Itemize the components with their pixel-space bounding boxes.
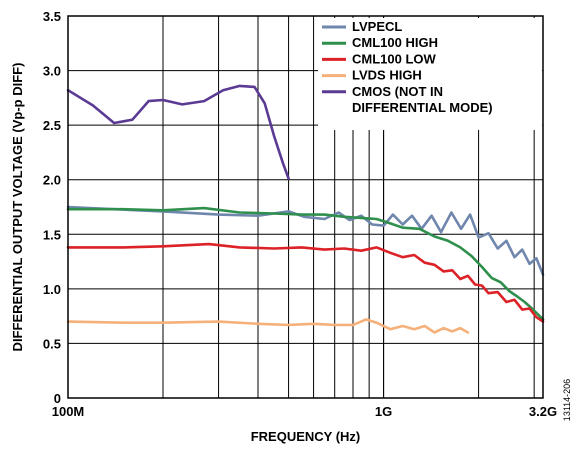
x-axis-title: FREQUENCY (Hz)	[251, 429, 361, 444]
x-tick-label: 100M	[52, 404, 85, 419]
y-tick-label: 3.0	[43, 64, 61, 79]
plot-frame	[67, 15, 544, 399]
x-tick-label: 1G	[375, 404, 392, 419]
y-tick-label: 0.5	[43, 336, 61, 351]
y-tick-label: 1.0	[43, 282, 61, 297]
y-tick-label: 3.5	[43, 9, 61, 24]
series-layer	[66, 84, 545, 334]
y-tick-label: 1.5	[43, 227, 61, 242]
legend-background	[318, 18, 542, 130]
x-tick-labels: 100M 1G 3.2G	[52, 404, 557, 419]
legend-label-4: LVDS HIGH	[352, 68, 422, 83]
legend-label-5: DIFFERENTIAL MODE)	[352, 100, 493, 115]
series-line-4	[66, 318, 470, 334]
y-axis-title: DIFFERENTIAL OUTPUT VOLTAGE (Vp-p DIFF)	[10, 63, 25, 352]
series-line-5	[66, 84, 290, 180]
legend-label-1: LVPECL	[352, 19, 402, 34]
y-tick-labels: 0 0.5 1.0 1.5 2.0 2.5 3.0 3.5	[43, 9, 61, 406]
legend-label-2: CML100 HIGH	[352, 35, 438, 50]
series-line-3	[66, 242, 545, 323]
figure-id-label: 13114-206	[562, 379, 572, 421]
series-line-2	[66, 206, 545, 321]
legend-label-5: CMOS (NOT IN	[352, 84, 443, 99]
legend-label-3: CML100 LOW	[352, 51, 437, 66]
series-line-1	[66, 205, 545, 276]
y-tick-label: 2.0	[43, 173, 61, 188]
y-tick-label: 2.5	[43, 118, 61, 133]
x-tick-label: 3.2G	[529, 404, 557, 419]
y-tick-label: 0	[54, 391, 61, 406]
